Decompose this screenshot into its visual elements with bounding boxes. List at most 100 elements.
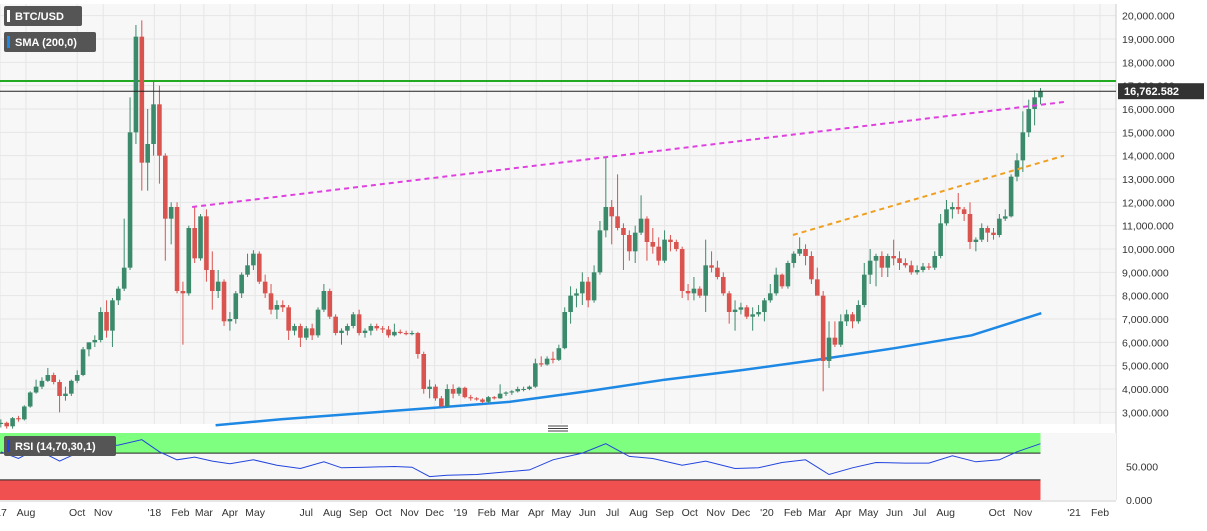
candle[interactable] bbox=[609, 200, 615, 245]
candle[interactable] bbox=[656, 237, 661, 266]
candle[interactable] bbox=[116, 286, 121, 305]
candle[interactable] bbox=[16, 415, 21, 422]
candle[interactable] bbox=[345, 323, 350, 336]
candle[interactable] bbox=[204, 209, 209, 282]
candle[interactable] bbox=[603, 158, 609, 238]
candle[interactable] bbox=[550, 351, 556, 364]
candle[interactable] bbox=[1020, 111, 1026, 172]
candle[interactable] bbox=[321, 284, 327, 312]
candle[interactable] bbox=[856, 300, 861, 324]
candle[interactable] bbox=[961, 207, 967, 221]
candle[interactable] bbox=[662, 230, 667, 263]
candle[interactable] bbox=[192, 207, 197, 263]
candle[interactable] bbox=[74, 370, 80, 384]
candle[interactable] bbox=[773, 267, 779, 296]
candle[interactable] bbox=[139, 20, 145, 191]
candle[interactable] bbox=[703, 239, 708, 312]
candle[interactable] bbox=[1032, 90, 1037, 126]
candle[interactable] bbox=[427, 379, 432, 399]
candle[interactable] bbox=[403, 330, 409, 336]
candle[interactable] bbox=[668, 235, 673, 252]
candle[interactable] bbox=[339, 328, 344, 345]
candle[interactable] bbox=[803, 244, 808, 266]
candle[interactable] bbox=[215, 270, 221, 298]
rsi-legend-box[interactable] bbox=[4, 436, 116, 456]
candle[interactable] bbox=[227, 312, 233, 331]
candle[interactable] bbox=[274, 300, 280, 319]
candle[interactable] bbox=[456, 386, 462, 396]
candle[interactable] bbox=[327, 288, 333, 319]
candle[interactable] bbox=[145, 109, 150, 191]
pane-divider-handle[interactable] bbox=[548, 425, 568, 432]
candle[interactable] bbox=[826, 321, 832, 368]
candle[interactable] bbox=[515, 386, 521, 393]
candle[interactable] bbox=[157, 85, 162, 184]
candle[interactable] bbox=[926, 263, 932, 270]
candle[interactable] bbox=[908, 260, 914, 275]
candle[interactable] bbox=[350, 312, 356, 329]
candle[interactable] bbox=[4, 421, 10, 429]
candle[interactable] bbox=[209, 251, 215, 310]
candle[interactable] bbox=[491, 396, 497, 400]
candle[interactable] bbox=[409, 330, 415, 336]
candle[interactable] bbox=[738, 302, 744, 315]
candle[interactable] bbox=[298, 323, 303, 347]
candle[interactable] bbox=[644, 216, 650, 261]
candle[interactable] bbox=[1026, 99, 1032, 137]
candle[interactable] bbox=[69, 379, 74, 396]
sma-200-line[interactable] bbox=[215, 312, 1042, 427]
candle[interactable] bbox=[721, 272, 726, 296]
candle[interactable] bbox=[151, 81, 156, 156]
candle[interactable] bbox=[638, 195, 644, 235]
candle[interactable] bbox=[362, 328, 368, 338]
candle[interactable] bbox=[480, 398, 485, 403]
candle[interactable] bbox=[879, 251, 885, 277]
candle[interactable] bbox=[785, 260, 791, 289]
candle[interactable] bbox=[168, 202, 174, 245]
candle[interactable] bbox=[944, 200, 949, 226]
candle[interactable] bbox=[903, 258, 908, 268]
candle[interactable] bbox=[1014, 153, 1020, 182]
candle[interactable] bbox=[474, 397, 479, 401]
candle[interactable] bbox=[897, 251, 902, 270]
candle[interactable] bbox=[262, 274, 268, 298]
candle[interactable] bbox=[950, 202, 955, 219]
candle[interactable] bbox=[814, 267, 820, 296]
candle[interactable] bbox=[251, 250, 256, 270]
candle[interactable] bbox=[920, 263, 926, 273]
candle[interactable] bbox=[163, 153, 168, 261]
candle[interactable] bbox=[797, 237, 802, 256]
candle[interactable] bbox=[685, 284, 691, 301]
candle[interactable] bbox=[462, 386, 468, 399]
candle[interactable] bbox=[967, 202, 973, 249]
candle[interactable] bbox=[791, 251, 797, 268]
candle[interactable] bbox=[80, 347, 86, 377]
candle[interactable] bbox=[538, 356, 544, 367]
candle[interactable] bbox=[292, 323, 297, 336]
candle[interactable] bbox=[245, 253, 250, 277]
candle[interactable] bbox=[562, 307, 568, 350]
candle[interactable] bbox=[1002, 209, 1008, 221]
candle[interactable] bbox=[809, 251, 814, 284]
candle[interactable] bbox=[333, 314, 338, 336]
candle[interactable] bbox=[497, 384, 503, 399]
candle[interactable] bbox=[450, 384, 456, 399]
candle[interactable] bbox=[280, 300, 286, 312]
candle[interactable] bbox=[444, 384, 450, 408]
candle[interactable] bbox=[98, 307, 103, 343]
candle[interactable] bbox=[591, 265, 597, 303]
candle[interactable] bbox=[691, 277, 697, 301]
candle[interactable] bbox=[439, 396, 444, 408]
candle[interactable] bbox=[580, 272, 585, 305]
candle[interactable] bbox=[239, 272, 244, 298]
candle[interactable] bbox=[368, 323, 374, 336]
candle[interactable] bbox=[121, 218, 127, 291]
candle[interactable] bbox=[756, 305, 761, 317]
candle[interactable] bbox=[127, 97, 133, 270]
candle[interactable] bbox=[468, 394, 474, 401]
candle[interactable] bbox=[861, 263, 867, 308]
candle[interactable] bbox=[421, 351, 427, 394]
candle[interactable] bbox=[221, 279, 227, 326]
candle[interactable] bbox=[415, 331, 421, 359]
